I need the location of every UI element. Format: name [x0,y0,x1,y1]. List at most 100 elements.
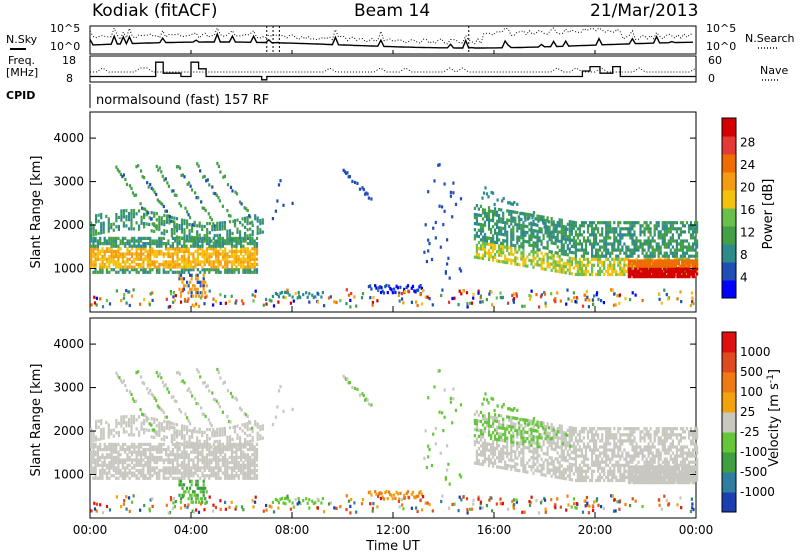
power-cell [432,303,434,306]
velocity-cell [536,469,538,472]
velocity-cell [206,434,208,437]
power-cell [510,210,512,213]
power-cell [589,261,591,264]
power-cell [603,249,605,252]
power-cell [500,245,502,248]
power-cell [219,293,221,296]
power-cell [534,257,536,260]
velocity-cell [502,445,504,448]
power-cell [591,242,593,245]
velocity-cell [536,451,538,454]
power-cell [595,242,597,245]
velocity-cell [407,490,409,493]
power-cell [524,225,526,228]
velocity-cell [512,435,514,438]
power-cell [691,292,693,295]
power-cell [179,258,181,261]
power-cell [171,234,173,237]
power-cell [678,233,680,236]
velocity-cell [476,422,478,425]
power-cell [141,216,143,219]
power-cell [247,219,249,222]
power-cell [480,244,482,247]
power-cell [617,249,619,252]
power-cell [216,240,218,243]
power-cell [514,259,516,262]
velocity-cell [239,442,241,445]
power-cell [484,251,486,254]
power-cell [599,273,601,276]
power-cell [476,235,478,238]
velocity-cell [208,418,210,421]
power-cell [256,242,258,245]
velocity-cell [181,443,183,446]
velocity-cell [508,464,510,467]
power-cell [224,239,226,242]
power-cell [480,205,482,208]
power-cell [484,212,486,215]
power-cell [209,222,211,225]
power-cell [510,240,512,243]
power-cell [662,227,664,230]
power-cell [650,246,652,249]
power-cell [696,221,698,224]
power-cell [660,252,662,255]
velocity-cell [249,428,251,431]
power-cell [143,213,145,216]
velocity-cell [126,389,128,392]
velocity-cell [140,469,142,472]
power-cell [631,221,633,224]
velocity-cell [156,418,158,421]
velocity-cell [203,483,205,486]
velocity-cell [504,439,506,442]
power-cell [510,262,512,265]
velocity-cell [153,428,155,431]
power-cell [591,273,593,276]
velocity-cell [120,469,122,472]
velocity-cell [484,457,486,460]
velocity-cell [186,416,188,419]
velocity-cell [512,432,514,435]
power-cell [256,237,258,240]
power-cell [118,216,120,219]
power-cell [277,301,279,304]
power-cell [522,224,524,227]
velocity-cell [166,424,168,427]
power-cell [476,216,478,219]
power-cell [532,266,534,269]
power-cell [488,243,490,246]
power-cell [191,227,193,230]
velocity-cell [510,465,512,468]
power-cell [668,242,670,245]
power-cell [206,231,208,234]
power-cell [510,222,512,225]
power-cell [522,261,524,264]
power-cell [507,302,509,305]
velocity-cell [186,426,188,429]
power-cell [183,219,185,222]
power-cell [117,271,119,274]
velocity-cell [133,421,135,424]
power-cell [103,222,105,225]
power-cell [488,237,490,240]
velocity-cell [199,375,201,378]
power-cell [502,233,504,236]
velocity-cell [131,443,133,446]
velocity-cell [229,441,231,444]
velocity-cell [551,460,553,463]
velocity-cell [217,456,219,459]
velocity-cell [211,424,213,427]
power-cell [551,269,553,272]
power-cell [696,259,698,262]
power-cell [252,224,254,227]
power-cell [635,249,637,252]
velocity-cell [188,387,190,390]
velocity-cell [179,453,181,456]
power-cell [244,217,246,220]
velocity-cell [95,426,97,429]
power-cell [152,299,154,302]
power-cell [652,239,654,242]
velocity-cell [482,451,484,454]
velocity-cell [547,450,549,453]
velocity-cell [498,423,500,426]
